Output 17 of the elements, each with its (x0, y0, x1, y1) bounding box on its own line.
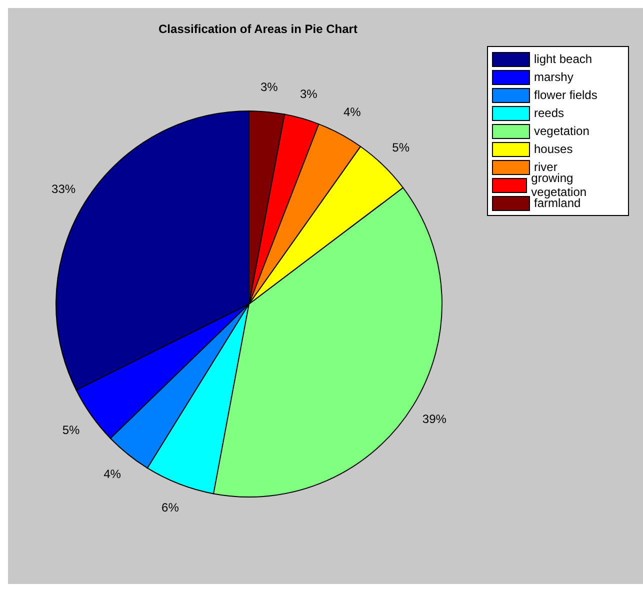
legend-label: houses (534, 142, 573, 156)
data-label: 4% (344, 104, 362, 119)
data-label: 3% (260, 80, 278, 94)
data-label: 6% (162, 500, 180, 514)
legend-label: light beach (534, 52, 592, 66)
legend-label: reeds (534, 106, 564, 120)
data-label: 33% (52, 182, 76, 196)
data-label: 5% (392, 140, 410, 154)
legend-label: marshy (534, 70, 574, 84)
chart-title: Classification of Areas in Pie Chart (158, 22, 358, 36)
data-label: 39% (422, 412, 447, 426)
legend-label: river (534, 160, 558, 174)
data-label: 3% (300, 87, 318, 102)
data-label: 4% (104, 466, 122, 481)
data-label: 5% (62, 423, 80, 438)
legend-label: flower fields (534, 88, 598, 102)
legend-label: vegetation (534, 124, 590, 138)
